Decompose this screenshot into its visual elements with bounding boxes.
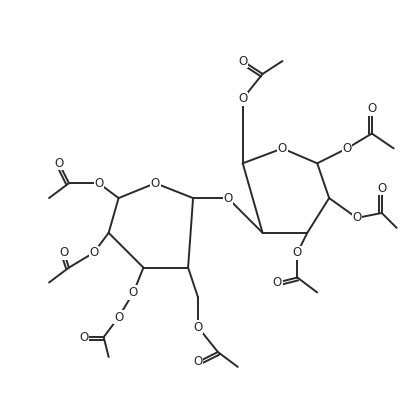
Text: O: O — [223, 191, 232, 204]
Text: O: O — [128, 286, 138, 299]
Text: O: O — [237, 92, 247, 105]
Text: O: O — [94, 177, 103, 190]
Text: O: O — [54, 157, 64, 170]
Text: O: O — [341, 142, 351, 155]
Text: O: O — [193, 321, 202, 334]
Text: O: O — [114, 311, 123, 324]
Text: O: O — [376, 182, 386, 195]
Text: O: O — [79, 331, 88, 344]
Text: O: O — [89, 246, 98, 259]
Text: O: O — [292, 246, 301, 259]
Text: O: O — [277, 142, 286, 155]
Text: O: O — [150, 177, 160, 190]
Text: O: O — [366, 102, 375, 115]
Text: O: O — [272, 276, 281, 289]
Text: O: O — [352, 212, 361, 225]
Text: O: O — [237, 54, 247, 67]
Text: O: O — [193, 355, 202, 368]
Text: O: O — [59, 246, 68, 259]
